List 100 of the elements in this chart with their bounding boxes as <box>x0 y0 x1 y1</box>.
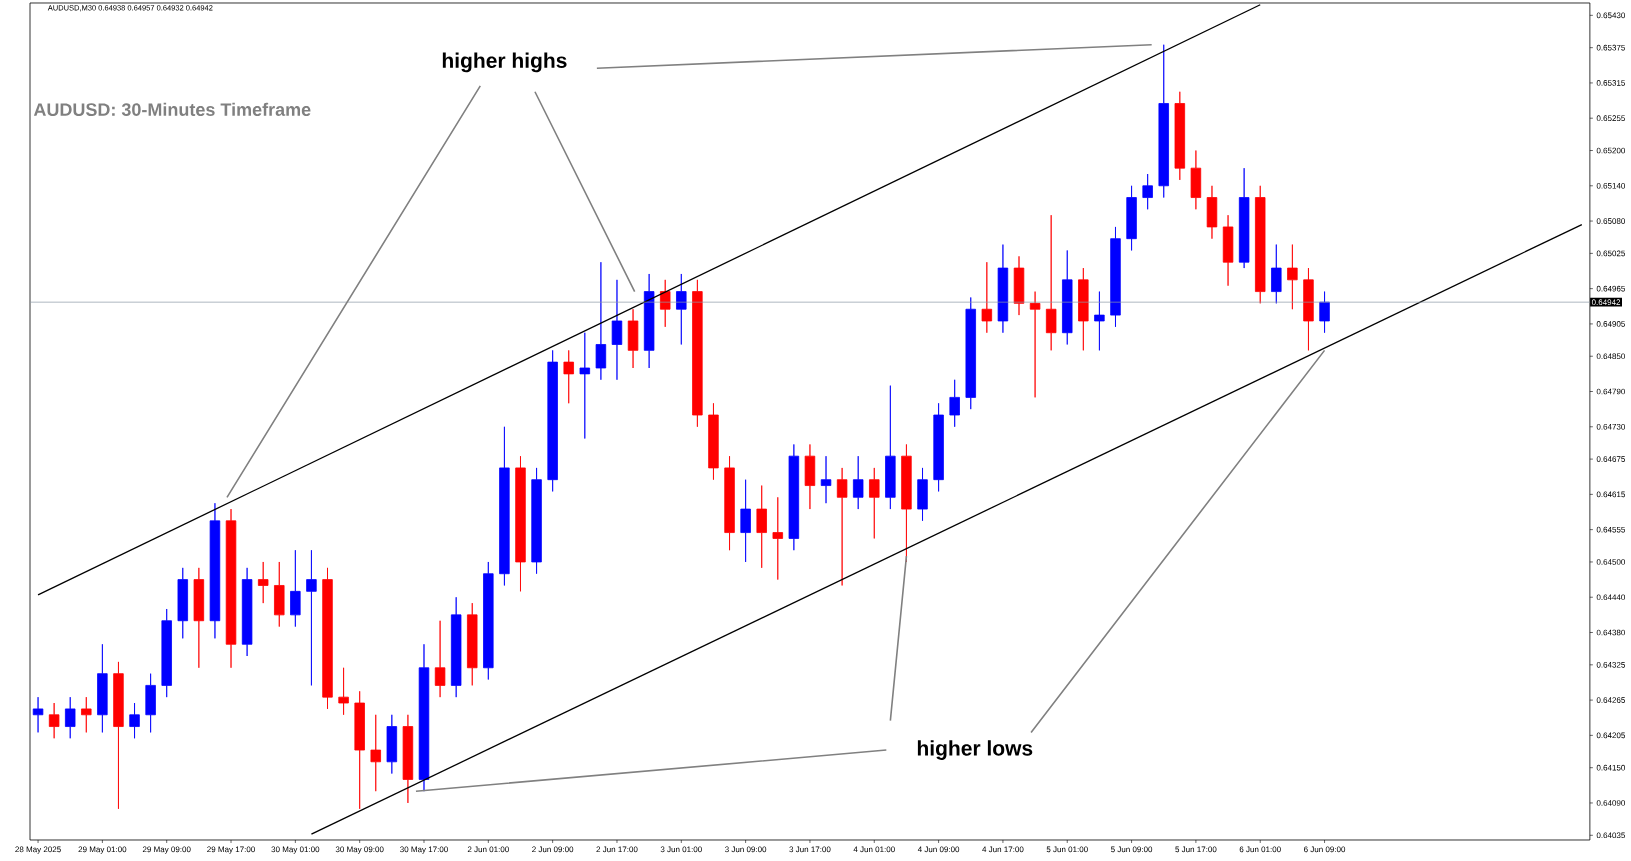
x-tick-label: 4 Jun 01:00 <box>853 846 895 853</box>
y-tick-label: 0.65080 <box>1596 218 1626 224</box>
y-tick-label: 0.65255 <box>1596 115 1625 122</box>
y-tick-label: 0.65315 <box>1596 80 1625 86</box>
candlestick <box>676 273 687 345</box>
annotation: higher lows <box>917 740 1033 760</box>
x-tick-label: 30 May 01:00 <box>271 846 320 854</box>
annotation: higher highs <box>442 52 567 73</box>
candlestick <box>1110 226 1121 328</box>
candlestick <box>193 567 205 669</box>
candlestick <box>531 467 542 575</box>
candlestick <box>1190 150 1202 210</box>
candlestick <box>1029 291 1041 398</box>
candlestick <box>563 349 574 404</box>
candlestick <box>161 608 172 698</box>
candlestick <box>306 549 317 686</box>
candlestick <box>434 620 446 698</box>
y-tick-label: 0.64730 <box>1596 423 1626 430</box>
y-tick-label: 0.64150 <box>1596 764 1626 771</box>
candlestick <box>338 667 349 716</box>
y-tick-label: 0.64850 <box>1596 353 1626 360</box>
y-tick-label: 0.64090 <box>1596 800 1626 806</box>
candlestick <box>547 349 558 492</box>
candlestick <box>1222 214 1234 287</box>
x-tick-label: 30 May 17:00 <box>400 846 448 854</box>
candlestick <box>145 673 156 733</box>
candlestick <box>402 714 414 804</box>
candlestick <box>917 467 928 522</box>
candlestick <box>1238 167 1250 269</box>
candlestick <box>740 479 751 563</box>
y-tick-label: 0.65200 <box>1596 147 1626 154</box>
candlestick <box>756 485 767 569</box>
x-tick-label: 3 Jun 01:00 <box>660 846 702 853</box>
candlestick <box>836 467 848 586</box>
x-tick-label: 2 Jun 01:00 <box>467 846 509 853</box>
candlestick <box>627 308 639 369</box>
x-tick-label: 29 May 17:00 <box>207 846 255 854</box>
candlestick <box>1142 173 1153 210</box>
y-tick-label: 0.64035 <box>1596 832 1625 839</box>
candlestick <box>177 567 189 639</box>
x-tick-label: 6 Jun 09:00 <box>1304 846 1346 853</box>
candlestick <box>949 379 960 428</box>
candlestick <box>1206 185 1218 240</box>
candlestick <box>48 702 60 739</box>
candlestick <box>1078 267 1089 351</box>
candlestick <box>708 402 719 481</box>
y-tick-label: 0.65375 <box>1596 44 1625 51</box>
y-tick-label: 0.64440 <box>1596 594 1626 601</box>
candlestick <box>933 402 944 492</box>
candlestick <box>611 279 623 381</box>
candlestick <box>869 467 880 539</box>
y-tick-label: 0.64615 <box>1596 491 1625 498</box>
candlestick <box>1287 244 1298 310</box>
x-tick-label: 5 Jun 01:00 <box>1046 846 1088 853</box>
candlestick <box>418 643 430 792</box>
text: AUDUSD: 30-Minutes Timeframe <box>33 102 311 116</box>
candlestick <box>32 696 44 733</box>
x-tick-label: 4 Jun 09:00 <box>917 846 960 853</box>
candlestick <box>595 261 607 381</box>
candlestick <box>257 561 269 604</box>
candlestick <box>81 696 92 733</box>
candlestick <box>820 455 832 504</box>
candlestick <box>1094 291 1105 351</box>
candlestick <box>643 273 655 369</box>
x-tick-label: 4 Jun 17:00 <box>982 846 1024 853</box>
candlestick <box>225 508 237 669</box>
x-tick-label: 5 Jun 17:00 <box>1175 846 1217 853</box>
candlestick <box>1319 291 1330 334</box>
candlestick <box>1255 185 1266 304</box>
candlestick <box>64 696 76 739</box>
candlestick <box>1303 267 1314 351</box>
y-tick-label: 0.65430 <box>1596 12 1626 19</box>
candlestick <box>499 426 510 586</box>
y-tick-label: 0.64905 <box>1596 321 1625 327</box>
x-tick-label: 28 May 2025 <box>15 846 61 854</box>
candlestick <box>1158 44 1169 198</box>
candlestick <box>370 714 381 792</box>
candlestick <box>467 602 478 686</box>
y-tick-label: 0.65140 <box>1596 182 1626 189</box>
x-tick-label: 5 Jun 09:00 <box>1110 846 1153 853</box>
y-tick-label: 0.64675 <box>1596 456 1625 462</box>
x-tick-label: 2 Jun 17:00 <box>596 846 638 853</box>
candlestick <box>724 455 735 551</box>
y-tick-label: 0.64790 <box>1596 388 1626 395</box>
candlestick <box>129 702 140 739</box>
candlestick <box>322 567 333 710</box>
candlestick <box>97 643 108 733</box>
candlestick <box>386 714 398 774</box>
candlestick <box>885 385 896 510</box>
candlestick <box>852 455 864 510</box>
candlestick <box>241 567 253 657</box>
candlestick <box>788 444 800 551</box>
candlestick <box>515 455 526 592</box>
candlestick <box>981 261 993 334</box>
candlestick <box>290 549 301 628</box>
y-tick-label: 0.64555 <box>1596 526 1625 533</box>
candlestick <box>1045 214 1057 351</box>
x-tick-label: 30 May 09:00 <box>335 846 384 854</box>
candlestick <box>997 244 1009 334</box>
candlestick <box>1062 250 1073 345</box>
